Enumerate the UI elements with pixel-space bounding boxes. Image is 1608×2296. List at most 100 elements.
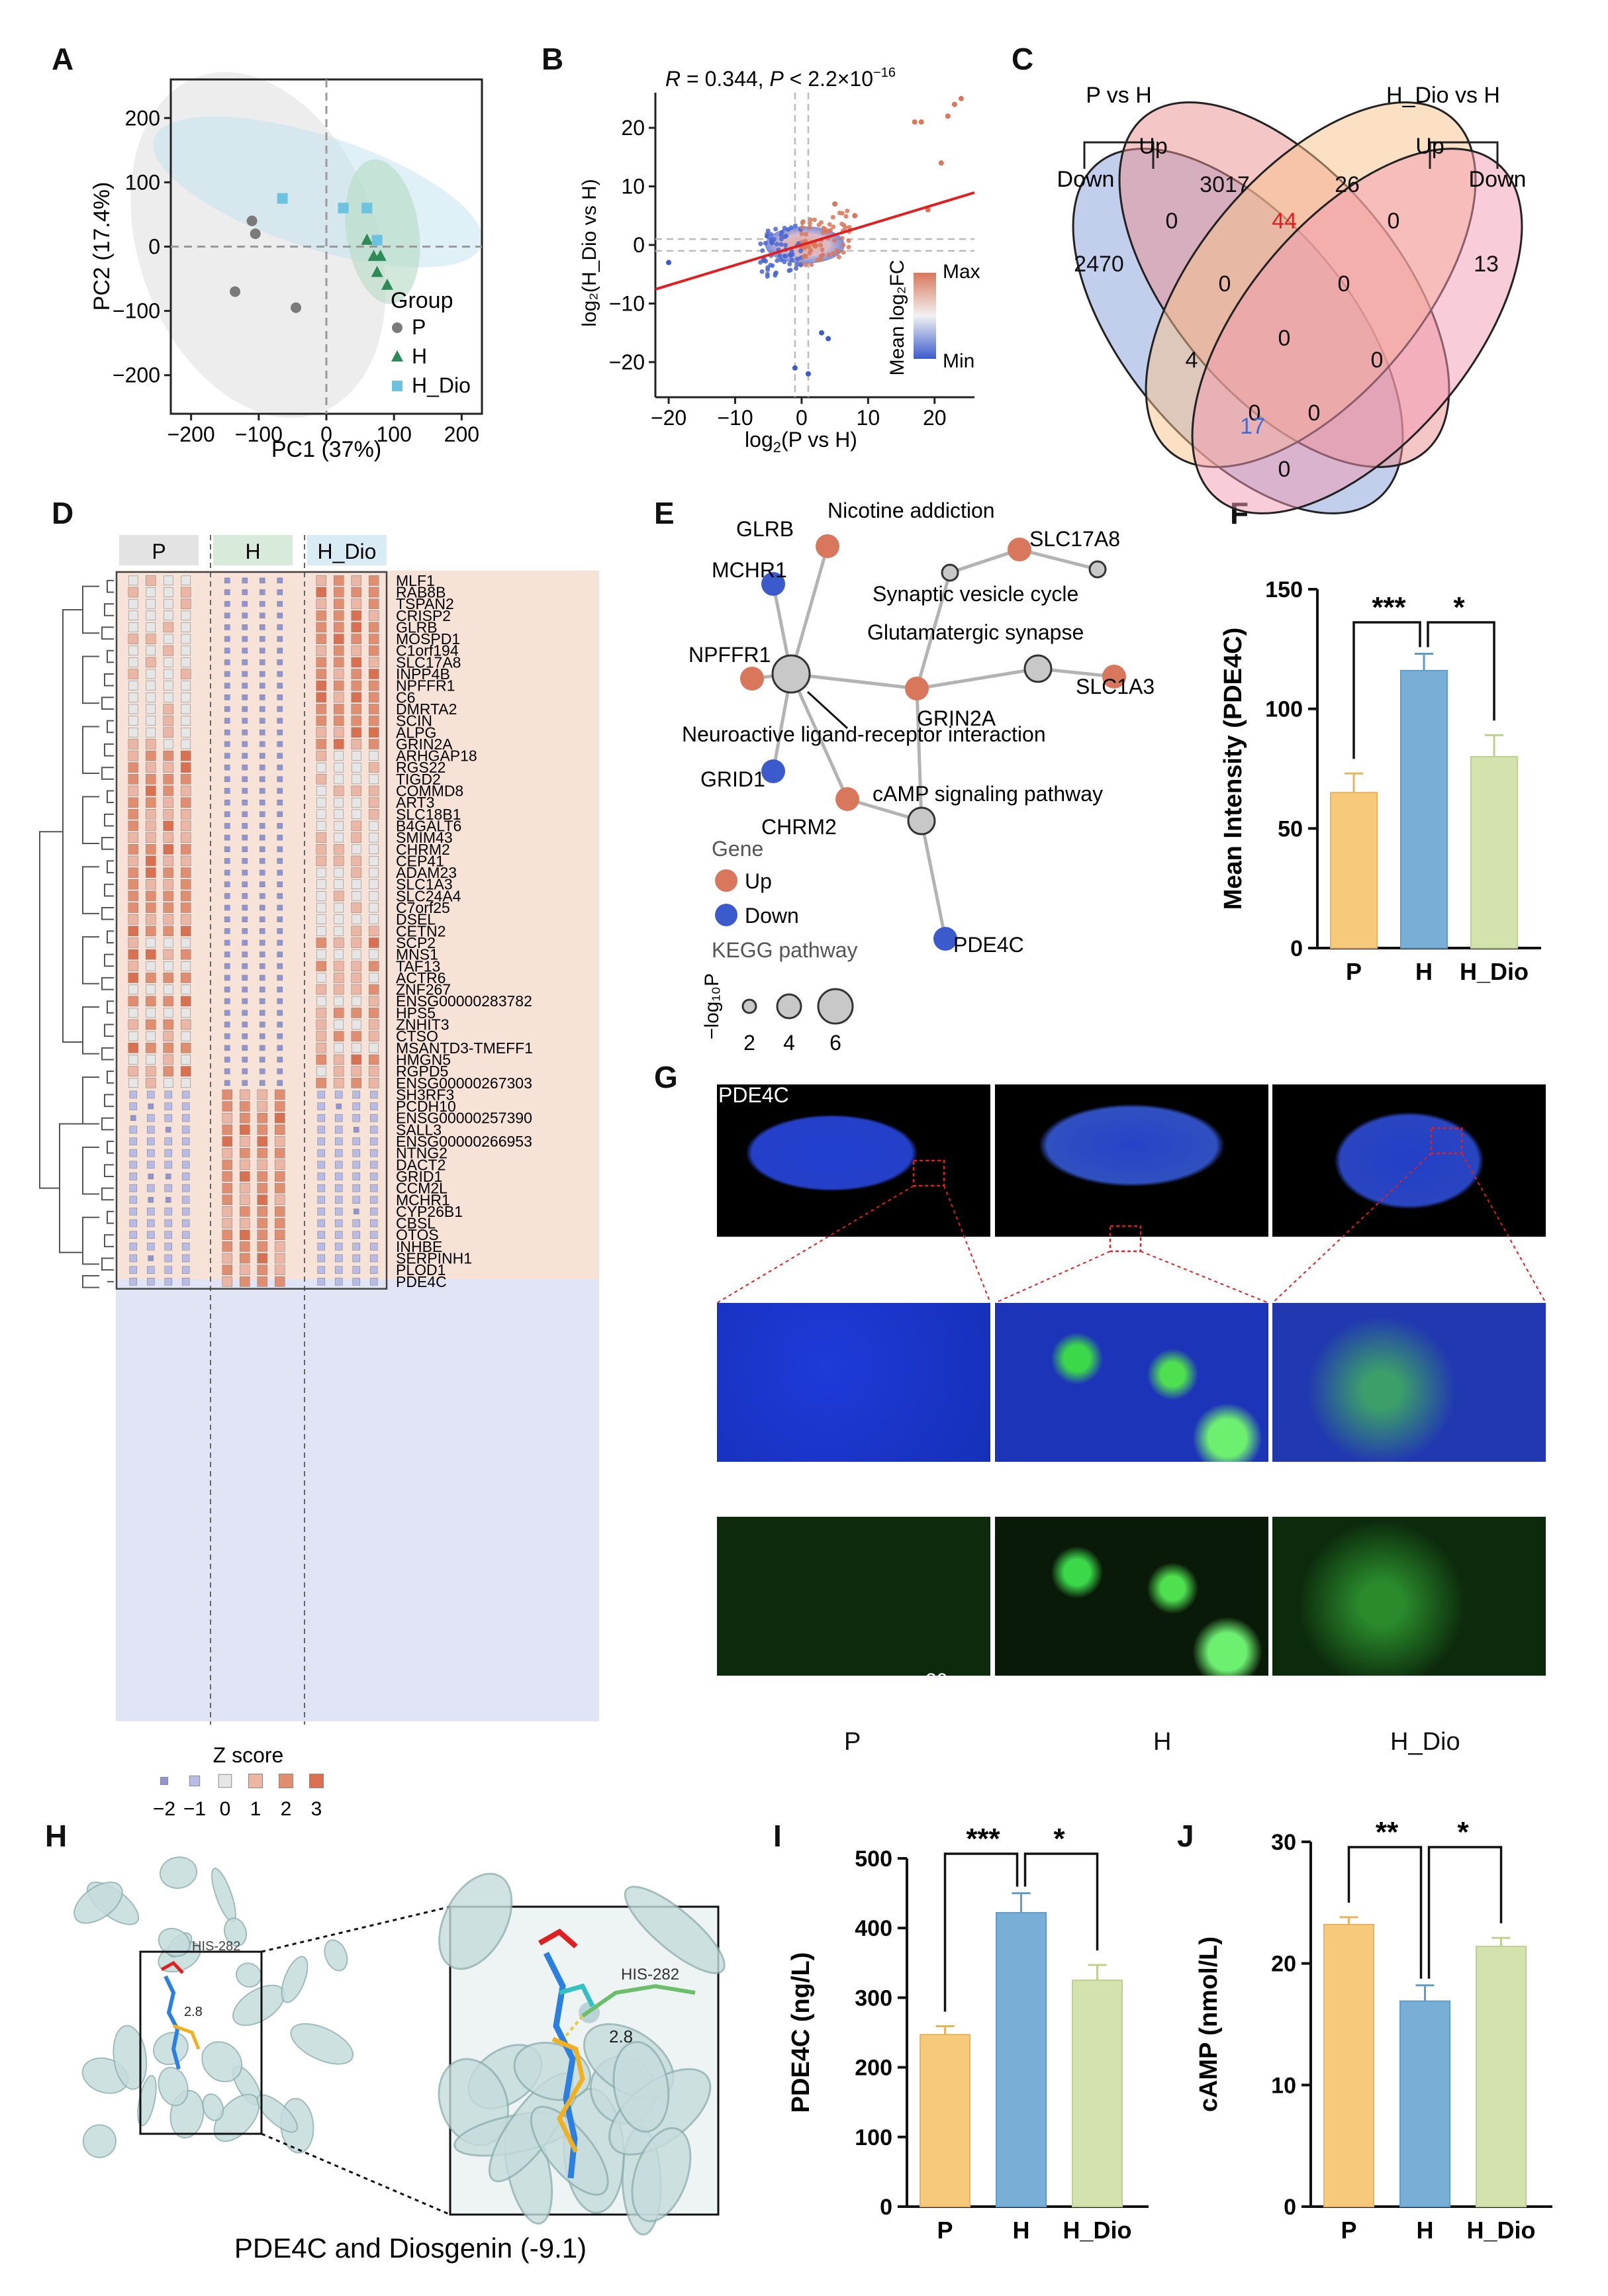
heat-cell	[316, 634, 327, 644]
fc-legend-max: Max	[943, 261, 980, 283]
heat-cell	[259, 998, 265, 1004]
dendro-branch	[107, 930, 114, 943]
heat-cell	[242, 776, 248, 783]
heat-cell	[163, 1078, 173, 1088]
pca-point-h	[381, 278, 393, 290]
bar-p	[1323, 1923, 1374, 2207]
heat-cell	[351, 879, 361, 890]
heat-cell	[128, 843, 139, 855]
heat-cell	[224, 753, 230, 759]
heat-cell	[368, 715, 379, 726]
heat-cell	[224, 846, 230, 853]
heat-cell	[368, 1019, 379, 1030]
venn-count: 0	[1249, 401, 1261, 426]
heat-cell	[163, 657, 173, 667]
heat-gene-label: SLC18B1	[396, 806, 461, 823]
heat-cell	[274, 1253, 285, 1264]
heat-cell	[316, 855, 327, 867]
gene-label: SLC1A3	[1076, 675, 1155, 698]
dendro-branch	[104, 1234, 114, 1247]
heat-cell	[146, 1055, 156, 1065]
dendro-branch	[107, 790, 114, 804]
heat-gene-label: MNS1	[396, 946, 438, 963]
heat-cell	[145, 867, 156, 878]
dendro-branch	[107, 1141, 114, 1154]
heat-cell	[333, 575, 344, 586]
heat-cell	[277, 811, 283, 818]
heat-cell	[316, 1019, 327, 1030]
scatter-point	[761, 258, 766, 263]
heat-cell	[334, 1043, 344, 1053]
venn-count: 3017	[1200, 172, 1250, 197]
dendro-branch	[107, 720, 114, 734]
heat-cell	[128, 646, 138, 656]
heat-cell	[369, 1172, 378, 1180]
heat-cell	[239, 1147, 250, 1159]
heat-cell	[333, 1054, 344, 1065]
heat-cell	[163, 832, 174, 843]
heat-gene-label: DMRTA2	[396, 700, 457, 718]
bar-ytick-label: 0	[880, 2195, 892, 2220]
heat-gene-label: SH3RF3	[396, 1086, 454, 1103]
heat-cell	[163, 914, 174, 925]
heat-cell	[369, 856, 379, 866]
heat-group-header-h	[213, 535, 293, 565]
heat-cell	[316, 598, 327, 609]
heat-cell	[277, 951, 283, 957]
heat-cell	[180, 1066, 191, 1076]
dendro-branch	[82, 866, 99, 914]
heat-cell	[163, 785, 174, 796]
heat-cell	[163, 739, 173, 749]
heat-cell	[316, 774, 327, 785]
heat-cell	[368, 575, 379, 586]
heat-cell	[224, 729, 230, 736]
scatter-point	[760, 248, 765, 254]
heat-cell	[129, 1090, 138, 1099]
heat-cell	[224, 788, 230, 794]
heat-cell	[351, 937, 362, 948]
bar-category-label: H_Dio	[1466, 2217, 1535, 2244]
heat-cell	[224, 1022, 230, 1028]
heat-cell	[277, 963, 283, 969]
heat-gene-label: ACTR6	[396, 969, 446, 986]
heat-cell	[352, 1254, 361, 1263]
heat-cell	[333, 645, 344, 656]
heat-cell	[163, 843, 174, 855]
heat-cell	[181, 646, 191, 656]
scatter-point	[802, 253, 808, 258]
network-edge	[916, 667, 1039, 691]
heat-cell	[368, 1077, 379, 1088]
heat-cell	[224, 1033, 230, 1039]
heat-cell	[148, 1255, 154, 1261]
heat-cell	[180, 890, 191, 902]
heat-cell	[334, 1243, 343, 1251]
venn-count: 2470	[1074, 252, 1124, 277]
heat-cell	[277, 776, 283, 783]
heat-cell	[316, 645, 327, 656]
micro-stain-label: PDE4C	[718, 1083, 789, 1107]
heat-cell	[257, 1218, 268, 1229]
heat-gene-label: TSPAN2	[396, 595, 454, 612]
scatter-point	[769, 240, 775, 246]
heat-cell	[369, 891, 379, 901]
heat-cell	[181, 1031, 191, 1041]
heat-cell	[369, 1102, 378, 1110]
heat-cell	[181, 1196, 190, 1204]
scatter-point	[803, 262, 808, 267]
heat-cell	[181, 727, 191, 738]
heat-cell	[259, 869, 265, 876]
heat-cell	[128, 622, 138, 632]
heat-cell	[316, 902, 326, 913]
zscore-legend-tick: 1	[250, 1798, 261, 1820]
heat-cell	[369, 1243, 378, 1251]
heat-cell	[333, 634, 344, 644]
heat-cell	[369, 1137, 378, 1145]
scatter-point	[836, 254, 841, 260]
heat-cell	[129, 1278, 138, 1286]
dendro-branch	[104, 1024, 114, 1037]
heat-cell	[239, 1206, 250, 1217]
scatter-point	[779, 232, 784, 238]
heat-cell	[180, 750, 191, 761]
zscore-legend-tick: −1	[183, 1798, 206, 1820]
